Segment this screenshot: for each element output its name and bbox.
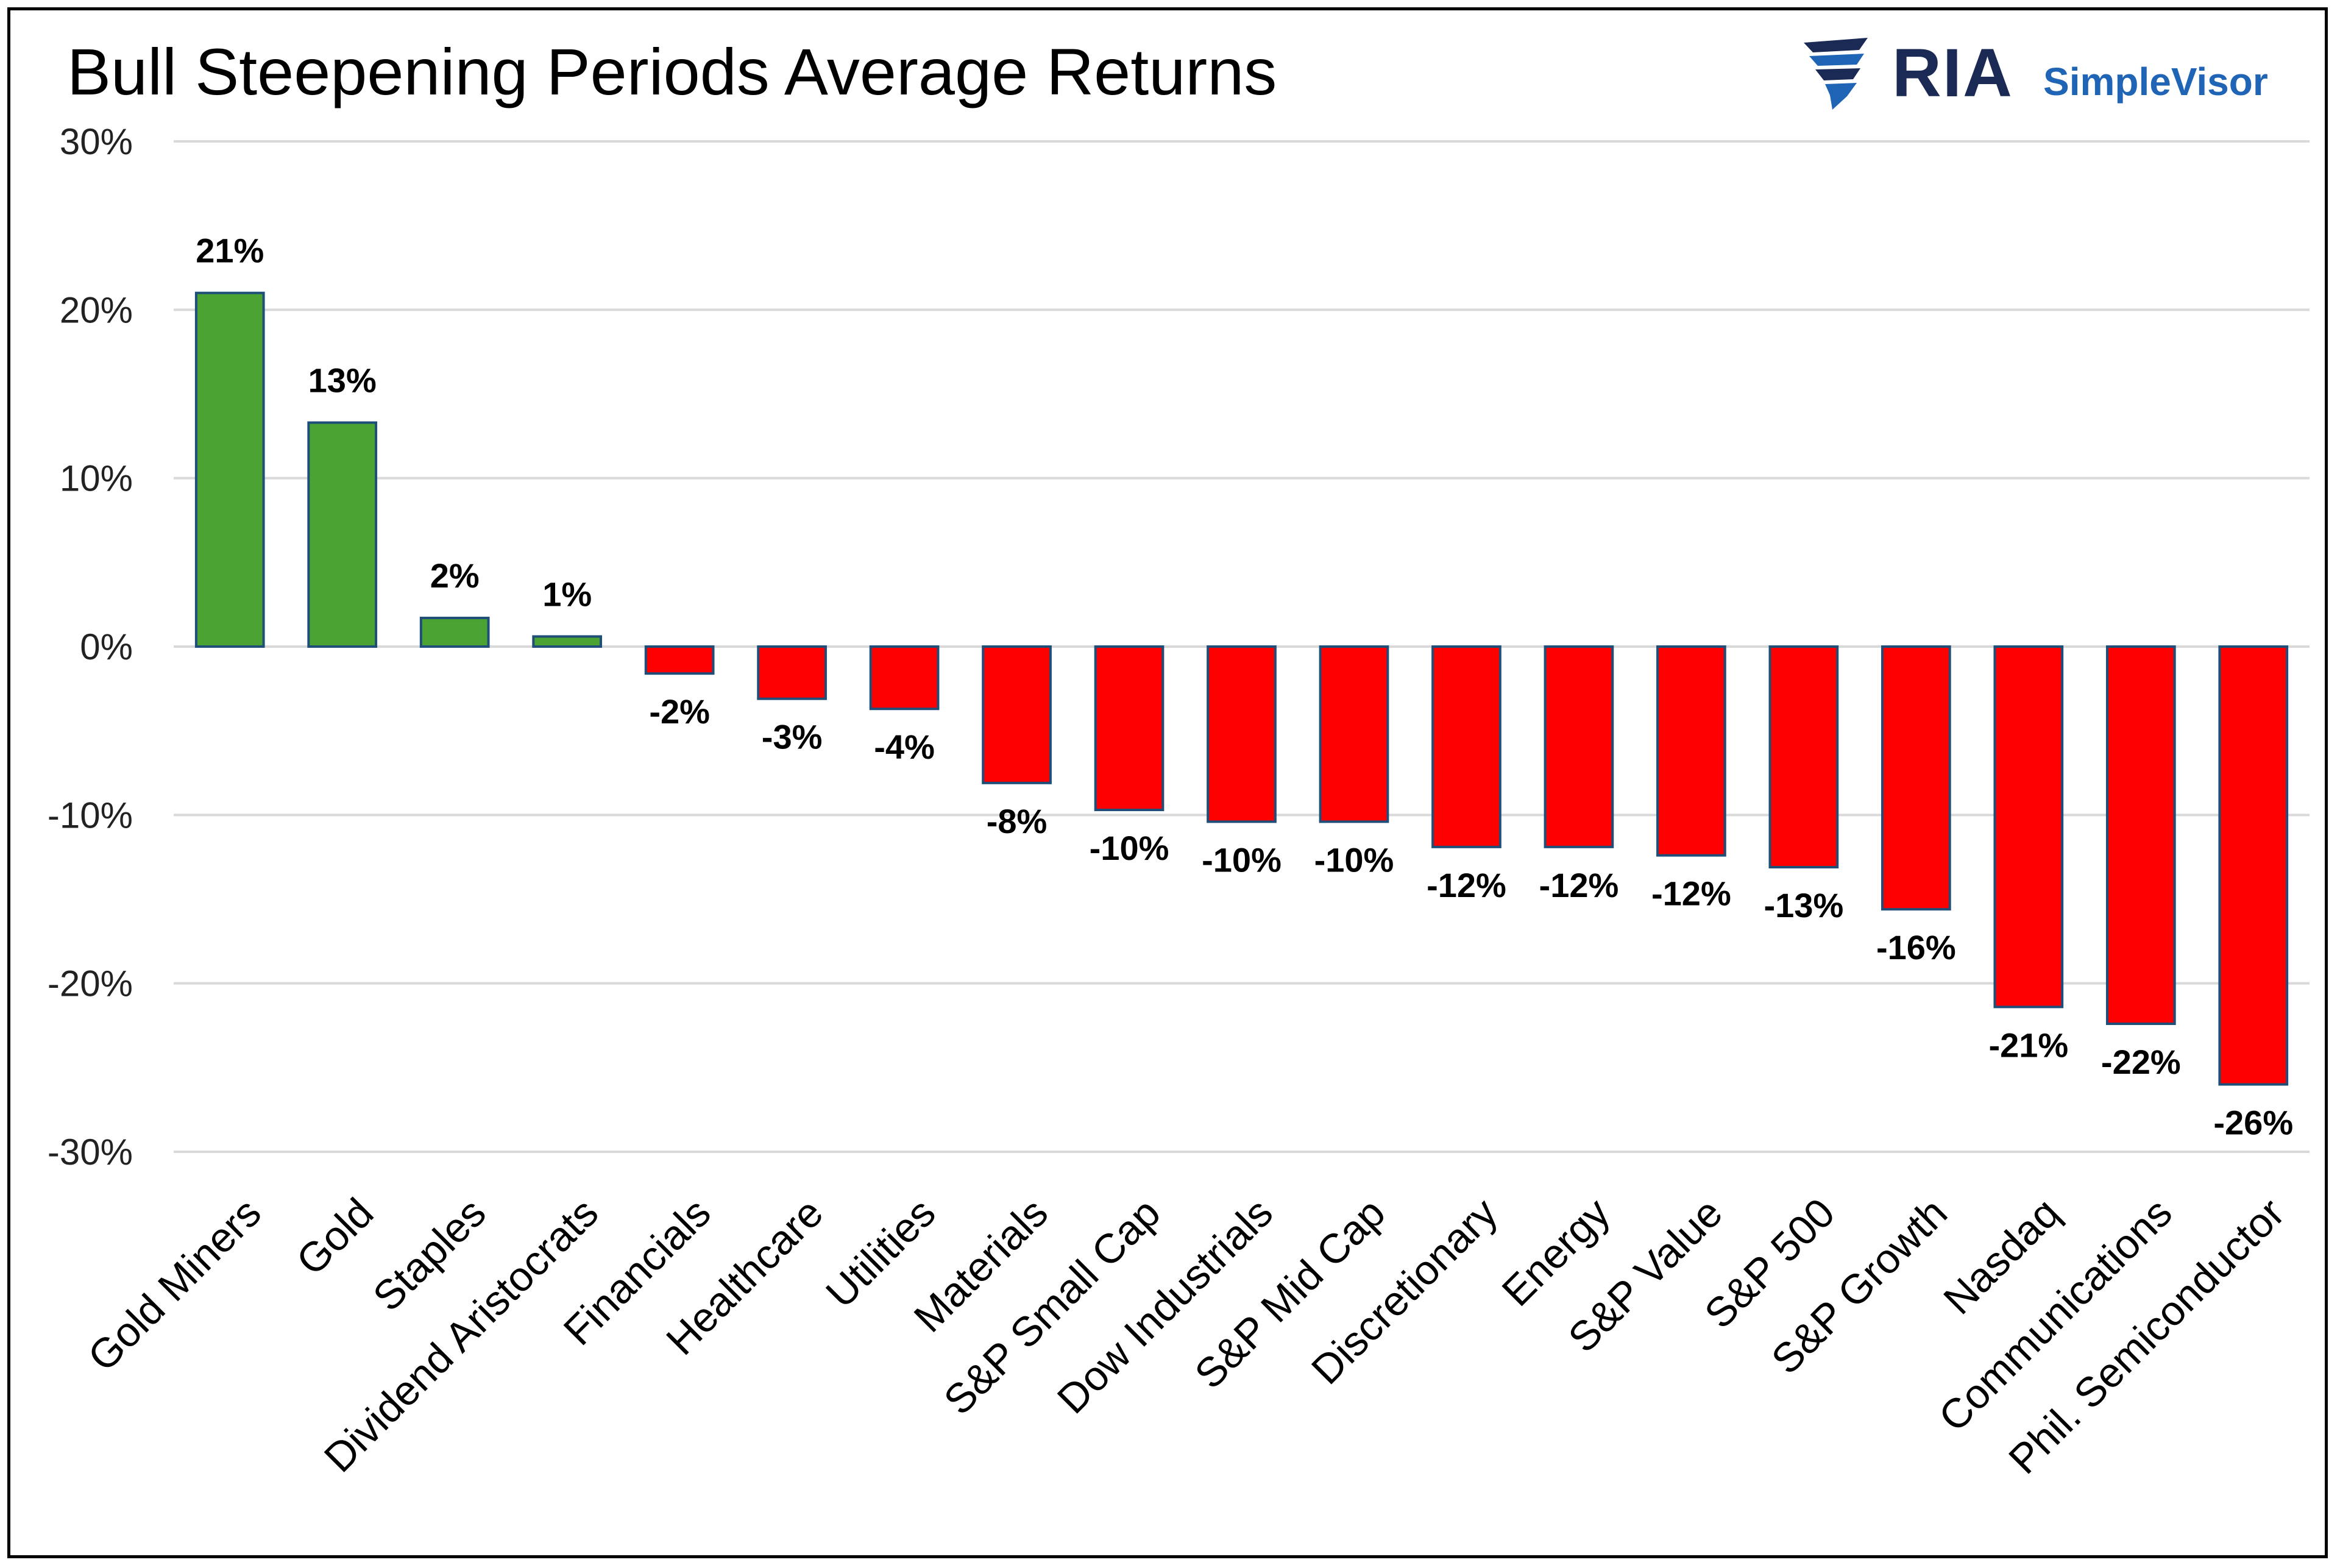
data-label: -21% xyxy=(1988,1026,2068,1064)
bar xyxy=(1544,645,1614,848)
bar xyxy=(644,645,715,675)
y-tick-label: 0% xyxy=(80,626,133,667)
bars xyxy=(194,291,2289,1086)
data-label: -12% xyxy=(1539,866,1619,904)
data-label: -16% xyxy=(1876,928,1956,967)
data-label: -10% xyxy=(1314,840,1394,879)
data-label: -22% xyxy=(2101,1043,2181,1081)
y-tick-label: 30% xyxy=(60,121,133,162)
data-label: 13% xyxy=(308,361,377,399)
data-label: -3% xyxy=(762,718,823,756)
data-label: 21% xyxy=(196,232,264,270)
bar xyxy=(1656,645,1726,857)
data-label: -10% xyxy=(1090,829,1169,867)
bar xyxy=(419,617,490,648)
bar xyxy=(1319,645,1389,823)
chart-title: Bull Steepening Periods Average Returns xyxy=(67,35,1277,108)
data-label: -10% xyxy=(1202,840,1282,879)
bar xyxy=(532,635,603,648)
bar xyxy=(2218,645,2289,1086)
logo-brand-text: RIA xyxy=(1892,35,2013,111)
bar xyxy=(1993,645,2064,1009)
category-label: Gold xyxy=(288,1190,382,1284)
bar xyxy=(757,645,827,700)
y-tick-label: -20% xyxy=(48,963,133,1004)
category-label: Gold Miners xyxy=(79,1190,270,1380)
data-label: -12% xyxy=(1427,866,1506,904)
data-label: -8% xyxy=(987,802,1048,840)
data-label: 1% xyxy=(542,575,592,613)
bar xyxy=(1768,645,1839,868)
bar xyxy=(1207,645,1277,823)
bar xyxy=(982,645,1052,784)
bar xyxy=(2105,645,2176,1025)
bar xyxy=(1431,645,1502,848)
bar xyxy=(1881,645,1951,911)
data-label: -26% xyxy=(2213,1103,2293,1141)
bar xyxy=(307,421,378,648)
bar xyxy=(1094,645,1165,812)
data-label: -13% xyxy=(1764,886,1844,924)
data-label: 2% xyxy=(430,556,480,595)
data-label: -12% xyxy=(1651,874,1731,913)
y-axis-tick-labels: 30% 20% 10% 0% -10% -20% -30% xyxy=(48,121,133,1172)
y-tick-label: -30% xyxy=(48,1132,133,1172)
data-label: -4% xyxy=(874,728,935,766)
y-tick-label: 10% xyxy=(60,458,133,499)
bar xyxy=(194,291,265,648)
eagle-icon xyxy=(1804,38,1868,110)
data-label: -2% xyxy=(649,692,710,731)
bar xyxy=(869,645,940,711)
data-labels: 21% 13% 2% 1% -2% -3% -4% -8% -10% -10% -10% -12% -1… xyxy=(196,232,2293,1142)
ria-simplevisor-logo: RIA SimpleVisor xyxy=(1801,34,2288,116)
y-tick-label: 20% xyxy=(60,289,133,330)
logo-product-text: SimpleVisor xyxy=(2043,60,2268,104)
y-tick-label: -10% xyxy=(48,795,133,835)
